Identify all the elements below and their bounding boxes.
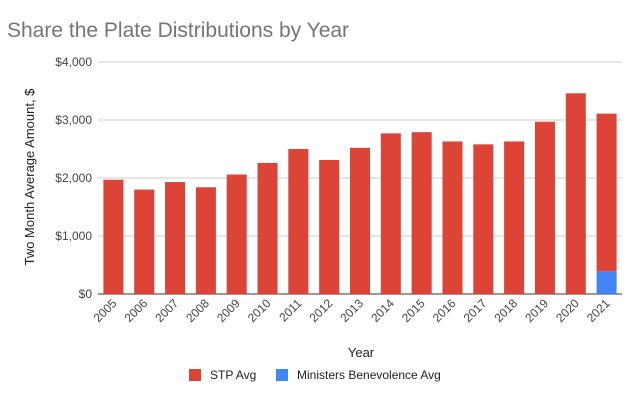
bar [134,189,155,294]
x-tick-label: 2018 [491,296,520,325]
legend-label: STP Avg [210,368,256,382]
x-tick-label: 2015 [399,296,428,325]
y-tick-label: $0 [79,287,93,301]
x-tick-label: 2016 [430,296,459,325]
x-tick-label: 2006 [122,296,151,325]
x-tick-label: 2014 [368,296,397,325]
x-tick-label: 2017 [461,296,490,325]
bar [596,113,617,272]
bar [565,93,586,294]
bar [411,132,432,294]
bars [103,93,617,295]
bar [504,141,525,294]
x-tick-label: 2012 [307,296,336,325]
y-axis-ticks: $0 $1,000 $2,000 $3,000 $4,000 [55,55,92,301]
bar [473,144,494,294]
legend-swatch [189,369,201,381]
x-tick-label: 2011 [276,296,304,324]
x-tick-label: 2009 [214,296,243,325]
x-tick-label: 2019 [522,296,551,325]
bar [596,271,617,294]
x-tick-label: 2021 [584,296,613,325]
bar [257,162,278,294]
bar [195,187,216,294]
chart-title: Share the Plate Distributions by Year [7,19,349,42]
bar [534,121,555,295]
bar [288,149,309,294]
legend: STP Avg Ministers Benevolence Avg [189,368,441,382]
x-axis-label: Year [348,345,375,360]
bar [319,160,340,294]
bar [380,133,401,294]
legend-label: Ministers Benevolence Avg [297,368,441,382]
bar [226,174,247,294]
y-tick-label: $4,000 [55,55,92,69]
y-tick-label: $2,000 [55,171,92,185]
bar [349,147,371,294]
x-axis-ticks: 2005 2006 2007 2008 2009 2010 2011 2012 2013 2014… [91,296,613,325]
x-tick-label: 2008 [183,296,212,325]
legend-swatch [276,369,288,381]
x-tick-label: 2007 [152,296,181,325]
x-tick-label: 2010 [245,296,274,325]
y-tick-label: $1,000 [55,229,92,243]
bar [165,182,186,294]
y-axis-label: Two Month Average Amount, $ [22,88,37,266]
bar [103,179,124,294]
y-tick-label: $3,000 [55,113,92,127]
x-tick-label: 2020 [553,296,582,325]
bar [442,141,463,294]
x-tick-label: 2005 [91,296,120,325]
x-tick-label: 2013 [337,296,366,325]
